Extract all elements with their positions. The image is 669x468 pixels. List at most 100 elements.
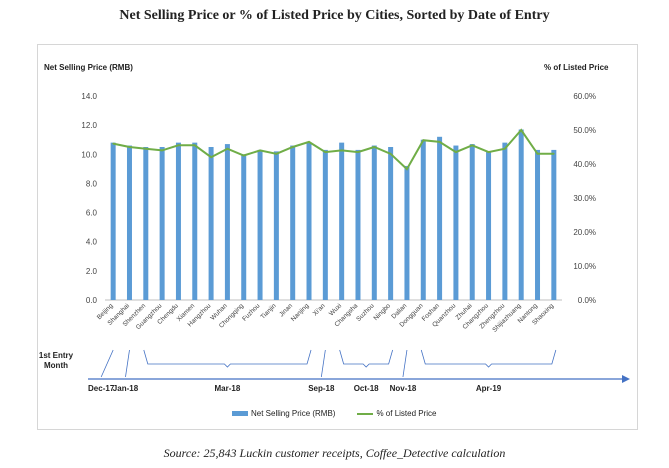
bar xyxy=(110,142,116,300)
line-point xyxy=(112,142,114,145)
chart-frame xyxy=(37,44,638,430)
bar xyxy=(224,144,230,300)
entry-month-label: Oct-18 xyxy=(354,384,379,393)
bar xyxy=(290,145,296,300)
entry-connector xyxy=(402,349,408,378)
bar xyxy=(355,149,361,300)
bar xyxy=(306,142,312,300)
left-tick-label: 2.0 xyxy=(86,267,98,276)
bar xyxy=(126,145,132,300)
entry-month-label: Nov-18 xyxy=(390,384,417,393)
line-point xyxy=(406,168,408,170)
left-tick-label: 6.0 xyxy=(86,209,98,218)
entry-month-label: Mar-18 xyxy=(215,384,241,393)
line-point xyxy=(389,153,392,155)
entry-axis-title-line1: 1st Entry xyxy=(39,351,74,360)
bar xyxy=(518,129,524,300)
bar xyxy=(535,149,541,300)
line-point xyxy=(226,147,229,150)
left-tick-label: 12.0 xyxy=(81,121,97,130)
legend-swatch-line xyxy=(357,412,374,415)
legend-label-bar: Net Selling Price (RMB) xyxy=(251,409,336,418)
left-tick-label: 14.0 xyxy=(81,92,97,101)
source-note: Source: 25,843 Luckin customer receipts,… xyxy=(163,446,506,460)
entry-connector xyxy=(100,349,114,378)
entry-bracket xyxy=(420,349,557,368)
bar xyxy=(486,151,492,300)
legend-label-line: % of Listed Price xyxy=(376,409,437,418)
category-label: Ningbo xyxy=(373,302,393,322)
line-point xyxy=(324,151,327,153)
line-point xyxy=(308,141,310,143)
right-tick-label: 20.0% xyxy=(573,228,596,237)
line-point xyxy=(553,153,555,155)
line-point xyxy=(259,149,261,152)
line-point xyxy=(357,151,359,153)
category-label: Tianjin xyxy=(259,302,278,321)
bar xyxy=(143,147,149,300)
right-tick-label: 50.0% xyxy=(573,126,596,135)
bar xyxy=(192,142,198,300)
right-tick-label: 10.0% xyxy=(573,262,596,271)
line-point xyxy=(471,144,474,147)
category-label: Fuzhou xyxy=(241,302,262,323)
entry-month-label: Apr-19 xyxy=(476,384,502,393)
bar xyxy=(273,151,279,300)
bar xyxy=(159,147,165,300)
line-point xyxy=(520,129,522,131)
legend-swatch-bar xyxy=(232,411,248,416)
line-point xyxy=(340,149,343,152)
line-point xyxy=(145,147,147,150)
line-point xyxy=(487,151,490,153)
left-tick-label: 8.0 xyxy=(86,179,98,188)
bar xyxy=(208,147,214,300)
bar xyxy=(502,142,508,300)
bar xyxy=(175,142,181,300)
bar xyxy=(420,139,426,300)
line-point xyxy=(504,147,506,150)
line-point xyxy=(536,153,539,155)
bar xyxy=(453,145,459,300)
line-point xyxy=(128,146,131,148)
right-tick-label: 30.0% xyxy=(573,194,596,203)
pct-listed-line xyxy=(112,128,554,171)
bar xyxy=(322,149,328,300)
entry-month-label: Sep-18 xyxy=(308,384,335,393)
entry-bracket xyxy=(339,349,394,368)
line-point xyxy=(177,144,180,147)
right-tick-label: 40.0% xyxy=(573,160,596,169)
entry-connector xyxy=(125,349,130,378)
entry-bracket xyxy=(143,349,312,368)
line-point xyxy=(275,153,278,155)
bar xyxy=(551,149,557,300)
right-tick-label: 60.0% xyxy=(573,92,596,101)
line-point xyxy=(210,156,212,158)
chart-title: Net Selling Price or % of Listed Price b… xyxy=(119,8,550,23)
line-point xyxy=(455,151,457,153)
right-tick-label: 0.0% xyxy=(578,296,596,305)
legend: Net Selling Price (RMB) % of Listed Pric… xyxy=(232,409,437,418)
entry-axis-title-line2: Month xyxy=(44,361,68,370)
line-point xyxy=(373,146,376,148)
line-point xyxy=(193,144,196,147)
left-tick-label: 4.0 xyxy=(86,238,98,247)
right-axis-title: % of Listed Price xyxy=(544,63,609,72)
bar xyxy=(257,149,263,300)
entry-month-label: Dec-17 xyxy=(88,384,115,393)
bar xyxy=(241,154,247,300)
left-tick-label: 10.0 xyxy=(81,150,97,159)
bar xyxy=(437,136,443,300)
line-point xyxy=(242,154,245,157)
line-point xyxy=(422,139,425,141)
entry-month-label: Jan-18 xyxy=(113,384,139,393)
bar xyxy=(388,147,394,300)
bar xyxy=(404,165,410,300)
line-point xyxy=(438,141,441,143)
entry-connector xyxy=(320,349,326,378)
category-label: Suzhou xyxy=(355,302,376,323)
left-axis-title: Net Selling Price (RMB) xyxy=(44,63,133,72)
line-point xyxy=(291,146,294,148)
timeline-arrowhead xyxy=(622,375,630,383)
category-label: Xi'an xyxy=(312,302,327,317)
